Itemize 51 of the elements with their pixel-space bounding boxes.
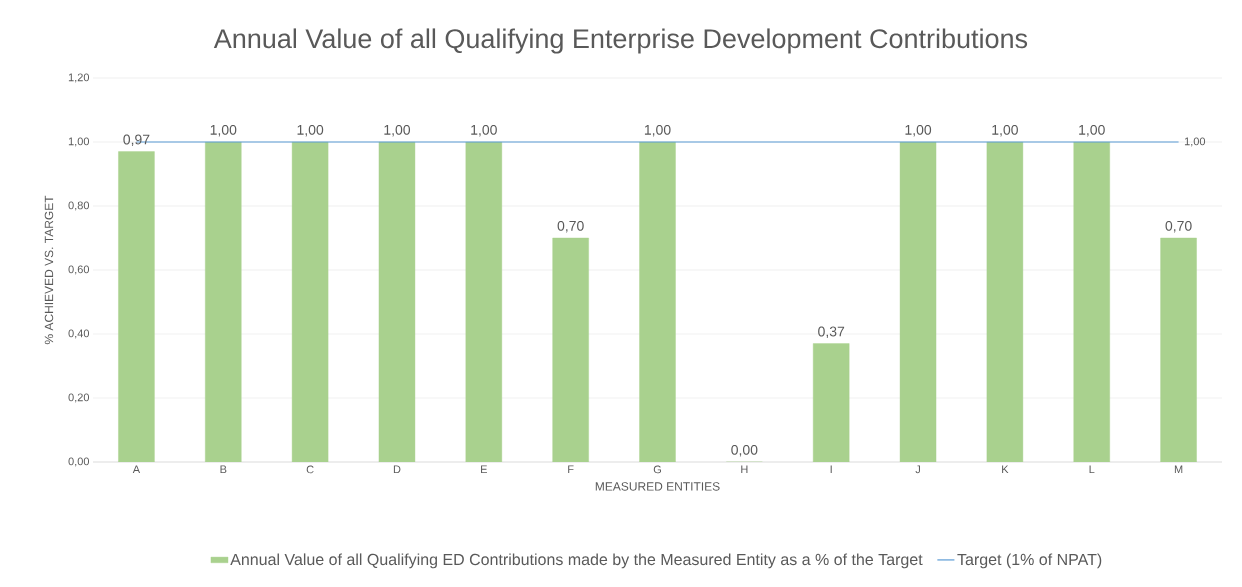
y-tick-label: 0,00: [68, 457, 90, 467]
bar: [291, 141, 329, 462]
bar: [812, 343, 850, 462]
data-label: 1,00: [297, 124, 324, 137]
legend-label: Target (1% of NPAT): [957, 553, 1102, 569]
data-label: 1,00: [384, 124, 411, 137]
bar: [465, 141, 503, 462]
x-tick-label: K: [1002, 465, 1009, 474]
y-tick-label: 0,60: [68, 265, 90, 275]
x-tick-label: F: [568, 465, 574, 474]
bar: [1160, 237, 1197, 462]
data-label: 1,00: [210, 124, 237, 137]
y-tick-label: 1,00: [68, 137, 90, 147]
x-tick-label: E: [481, 465, 487, 474]
data-label: 0,00: [731, 444, 758, 457]
data-label: 1,00: [992, 124, 1018, 137]
y-tick-label: 1,20: [68, 73, 90, 83]
data-label: 0,37: [818, 326, 845, 339]
data-label: 1,00: [644, 124, 671, 137]
x-tick-label: I: [830, 465, 832, 474]
bar: [552, 237, 589, 462]
annotation: 1,00: [1184, 137, 1206, 147]
data-label: 0,70: [557, 220, 584, 233]
x-tick-label: D: [393, 465, 401, 474]
data-label: 1,00: [1079, 124, 1105, 137]
x-tick-label: H: [741, 465, 748, 474]
bar: [378, 141, 416, 462]
chart-title: Annual Value of all Qualifying Enterprise Development Contributions: [213, 28, 1028, 54]
y-tick-label: 0,80: [68, 201, 90, 211]
x-tick-label: A: [132, 465, 141, 474]
data-label: 0,70: [1165, 220, 1192, 233]
x-tick-label: C: [306, 465, 314, 474]
x-tick-label: M: [1174, 465, 1183, 474]
data-label: 1,00: [471, 124, 497, 137]
y-tick-label: 0,40: [68, 329, 90, 339]
x-axis-title: MEASURED ENTITIES: [595, 482, 720, 491]
bar: [1073, 141, 1110, 462]
x-tick-label: L: [1089, 465, 1095, 474]
x-tick-label: G: [653, 465, 661, 474]
legend-label: Annual Value of all Qualifying ED Contributions made by the Measured Entity as a % of the Target: [230, 553, 923, 569]
y-axis-title: % ACHIEVED VS. TARGET: [44, 195, 54, 345]
bar: [639, 141, 676, 462]
bar: [986, 141, 1024, 462]
data-label: 1,00: [905, 124, 932, 137]
y-tick-label: 0,20: [68, 393, 90, 403]
bar: [205, 141, 242, 462]
data-label: 0,97: [123, 134, 150, 147]
bar: [899, 141, 937, 462]
bar: [118, 151, 155, 462]
x-tick-label: J: [915, 465, 920, 474]
x-tick-label: B: [220, 465, 227, 474]
